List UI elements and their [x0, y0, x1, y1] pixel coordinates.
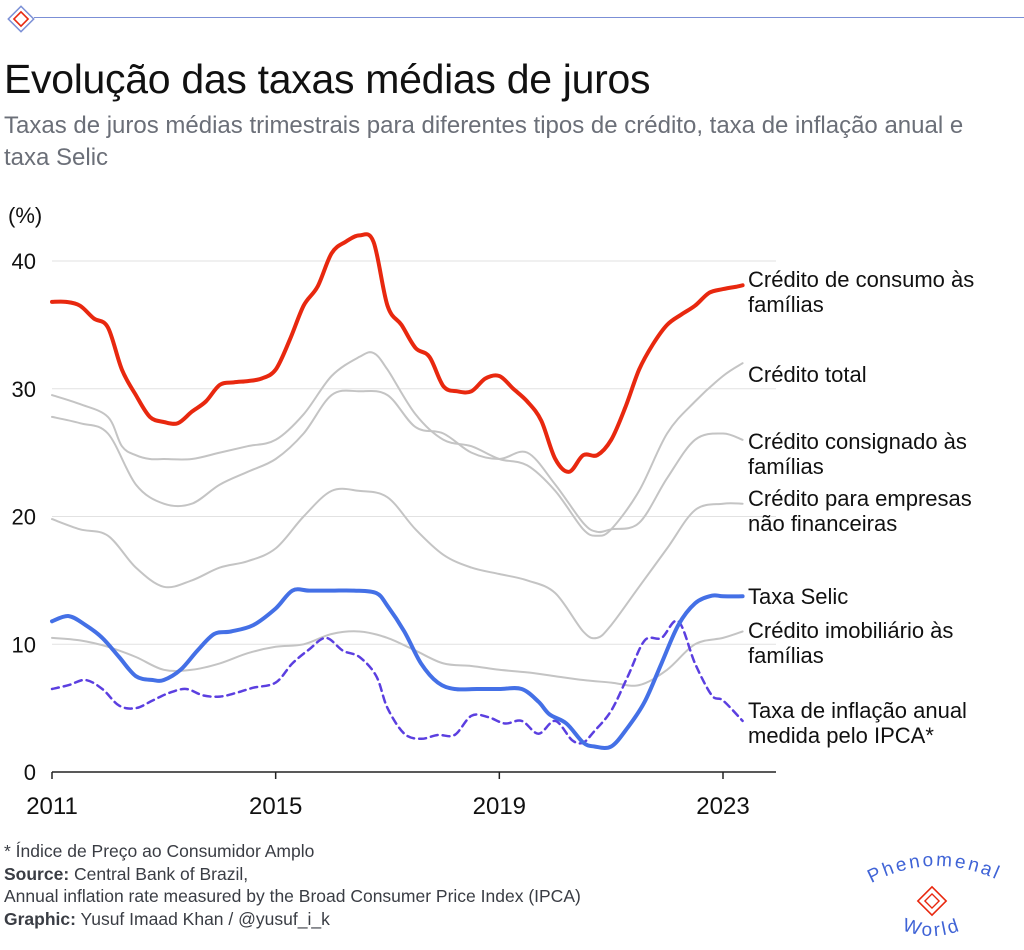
series-line-5 [50, 587, 745, 751]
series-label: famílias [748, 643, 824, 668]
svg-text:Phenomenal: Phenomenal [864, 850, 1004, 888]
series-label: famílias [748, 454, 824, 479]
brand-word-top: Phenomenal [864, 850, 1002, 888]
y-axis-label: (%) [8, 203, 42, 228]
source-text: Central Bank of Brazil, [69, 863, 249, 884]
x-tick-label: 2023 [696, 793, 749, 820]
series-label: medida pelo IPCA* [748, 723, 934, 748]
series-label: Crédito de consumo às [748, 267, 974, 292]
x-tick-label: 2011 [26, 793, 78, 820]
top-rule [34, 17, 1024, 18]
x-tick-label: 2019 [473, 793, 526, 820]
diamond-logo-icon [7, 5, 35, 33]
graphic-label: Graphic: [4, 908, 76, 929]
source-line-2: Annual inflation rate measured by the Br… [4, 886, 581, 906]
series-label: Crédito consignado às [748, 429, 967, 454]
page-subtitle: Taxas de juros médias trimestrais para d… [4, 112, 964, 171]
series-line-0 [50, 232, 745, 474]
graphic-credit: Graphic: Yusuf Imaad Khan / @yusuf_i_k [4, 908, 581, 931]
y-tick-label: 10 [12, 632, 36, 657]
series-line-4 [51, 630, 744, 687]
series-label: Taxa Selic [748, 584, 848, 609]
series-label: Crédito para empresas [748, 486, 972, 511]
series-line-2 [51, 389, 744, 534]
y-tick-label: 20 [12, 505, 36, 530]
series-label: famílias [748, 292, 824, 317]
brand-diamond-icon [916, 885, 948, 917]
page-title: Evolução das taxas médias de juros [4, 56, 651, 102]
x-tick-label: 2015 [249, 793, 302, 820]
series-label: não financeiras [748, 511, 897, 536]
series-line-1 [51, 351, 744, 537]
series-line-3 [51, 487, 744, 640]
line-chart: (%) 0 10 20 30 40 2011 2015 2019 2023 Crédito de c… [8, 203, 974, 820]
y-tick-label: 30 [12, 377, 36, 402]
svg-text:World: World [900, 915, 963, 941]
source-label: Source: [4, 863, 70, 884]
y-tick-label: 40 [12, 249, 36, 274]
source-line: Source: Central Bank of Brazil, [4, 863, 581, 886]
footnote: * Índice de Preço ao Consumidor Amplo [4, 841, 315, 861]
y-tick-label: 0 [24, 760, 36, 785]
series-label: Crédito total [748, 362, 867, 387]
graphic-text: Yusuf Imaad Khan / @yusuf_i_k [75, 908, 330, 929]
series-line-6 [50, 619, 744, 745]
series-label: Crédito imobiliário às [748, 618, 953, 643]
series-label: Taxa de inflação anual [748, 698, 967, 723]
phenomenal-world-logo: Phenomenal World [864, 850, 1004, 942]
footer: * Índice de Preço ao Consumidor Amplo So… [4, 840, 581, 930]
brand-word-bottom: World [900, 915, 961, 941]
